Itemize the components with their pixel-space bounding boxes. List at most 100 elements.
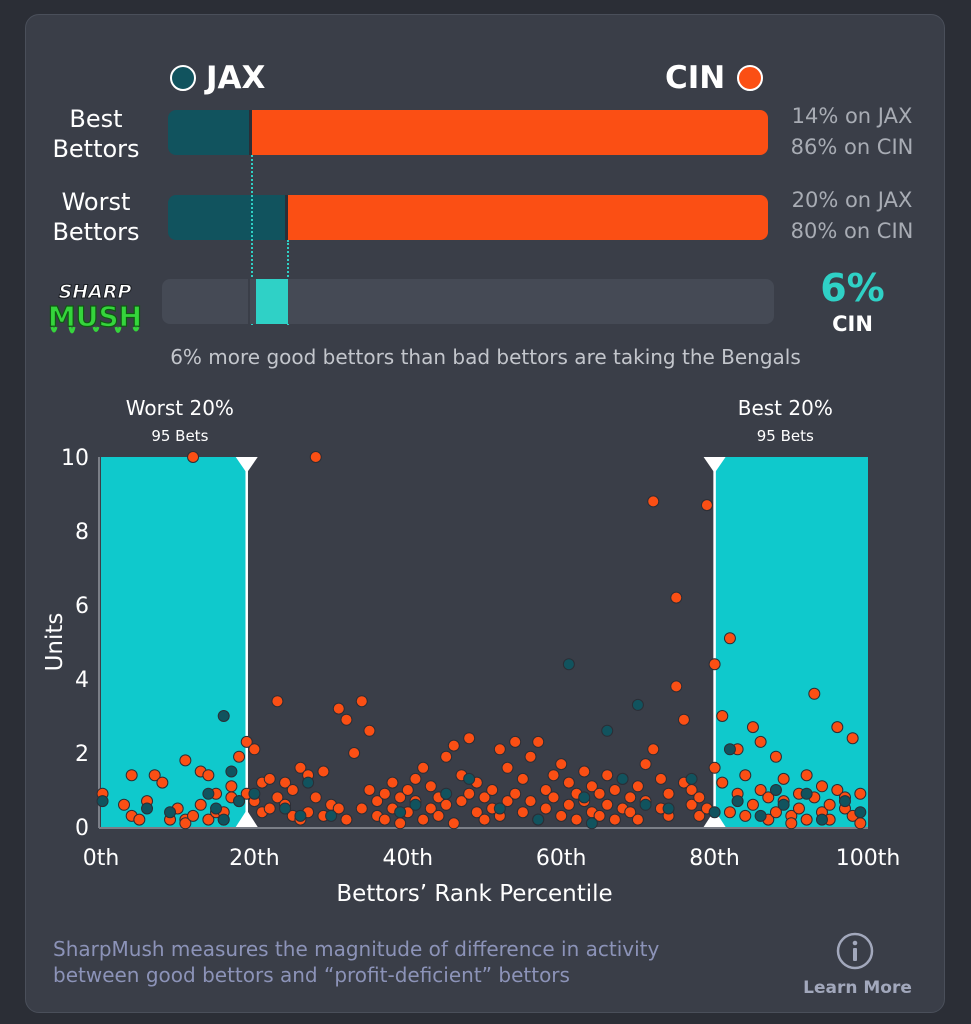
point-cin (769, 750, 782, 763)
point-cin (340, 713, 353, 726)
point-cin (294, 761, 307, 774)
point-jax (440, 787, 453, 800)
team-home-legend: CIN (665, 60, 764, 96)
point-cin (363, 724, 376, 737)
point-jax (325, 809, 338, 822)
point-cin (179, 754, 192, 767)
point-jax (217, 813, 230, 826)
point-cin (831, 784, 844, 796)
worst-away-segment (168, 195, 288, 240)
learn-more-link[interactable]: Learn More (803, 978, 912, 998)
footnote-line1: SharpMush measures the magnitude of diff… (53, 937, 660, 961)
point-cin (509, 735, 522, 748)
point-cin (532, 735, 545, 748)
point-jax (754, 809, 767, 822)
point-cin (194, 798, 207, 811)
best-away-segment (168, 110, 252, 155)
point-cin (631, 813, 644, 826)
point-cin (624, 806, 637, 819)
point-cin (708, 658, 721, 671)
point-cin (148, 769, 161, 782)
x-axis-title: Bettors’ Rank Percentile (336, 881, 612, 907)
point-jax (493, 802, 506, 815)
point-cin (662, 787, 675, 800)
point-jax (233, 795, 246, 808)
y-tick-label: 2 (75, 742, 89, 767)
point-cin (800, 813, 813, 826)
point-cin (133, 813, 146, 826)
region-0-title: Worst 20% (126, 396, 234, 420)
point-jax (279, 802, 292, 815)
point-cin (585, 780, 598, 793)
x-tick-label: 80th (689, 846, 740, 871)
y-tick-label: 8 (75, 520, 89, 545)
diff-bar-fill (256, 279, 288, 324)
point-cin (378, 813, 391, 826)
point-cin (118, 798, 131, 811)
point-jax (96, 795, 109, 808)
point-cin (463, 787, 476, 800)
point-jax (202, 787, 215, 800)
x-tick-label: 20th (229, 846, 280, 871)
point-cin (570, 813, 583, 826)
point-cin (463, 732, 476, 745)
point-cin (854, 787, 867, 800)
point-cin (593, 787, 606, 800)
point-jax (562, 658, 575, 671)
point-cin (555, 758, 568, 771)
point-cin (815, 780, 828, 793)
point-jax (777, 798, 790, 811)
point-cin (516, 772, 529, 785)
best-label-line1: Best (69, 105, 123, 133)
point-jax (463, 772, 476, 785)
point-cin (202, 813, 215, 826)
y-tick-label: 6 (75, 594, 89, 619)
point-cin (271, 695, 284, 708)
worst-bettors-bar (168, 195, 768, 240)
x-tick-label: 60th (536, 846, 587, 871)
point-cin (340, 813, 353, 826)
sharpmush-footnote: SharpMush measures the magnitude of diff… (53, 936, 783, 988)
point-cin (263, 802, 276, 815)
team-away-legend: JAX (170, 60, 265, 96)
point-cin (240, 735, 253, 748)
point-jax (685, 772, 698, 785)
region-1-bottom-marker (703, 810, 726, 827)
point-jax (141, 802, 154, 815)
sharpmush-diff-bar (162, 279, 774, 324)
point-cin (386, 776, 399, 789)
point-jax (838, 795, 851, 808)
point-jax (854, 806, 867, 819)
point-jax (769, 784, 782, 796)
point-cin (455, 795, 468, 808)
point-cin (263, 772, 276, 785)
point-jax (800, 787, 813, 800)
point-jax (394, 806, 407, 819)
point-jax (631, 698, 644, 711)
point-cin (394, 817, 407, 830)
point-cin (424, 780, 437, 793)
point-cin (769, 806, 782, 819)
point-cin (478, 791, 491, 804)
point-cin (562, 798, 575, 811)
worst-bettors-label: Worst Bettors (40, 187, 152, 247)
point-cin (700, 499, 713, 512)
point-cin (524, 750, 537, 763)
point-jax (302, 776, 315, 789)
point-jax (225, 765, 238, 778)
point-cin (639, 758, 652, 771)
point-cin (777, 772, 790, 785)
diff-bar-separator (248, 279, 250, 324)
point-cin (624, 791, 637, 804)
point-cin (708, 761, 721, 774)
worst-home-segment (285, 195, 768, 240)
point-cin (677, 713, 690, 726)
info-icon[interactable] (836, 932, 874, 970)
team-home-dot (737, 65, 764, 91)
point-cin (670, 680, 683, 693)
point-cin (202, 769, 215, 782)
y-tick-label: 4 (75, 668, 89, 693)
point-cin (156, 776, 169, 789)
point-cin (601, 798, 614, 811)
